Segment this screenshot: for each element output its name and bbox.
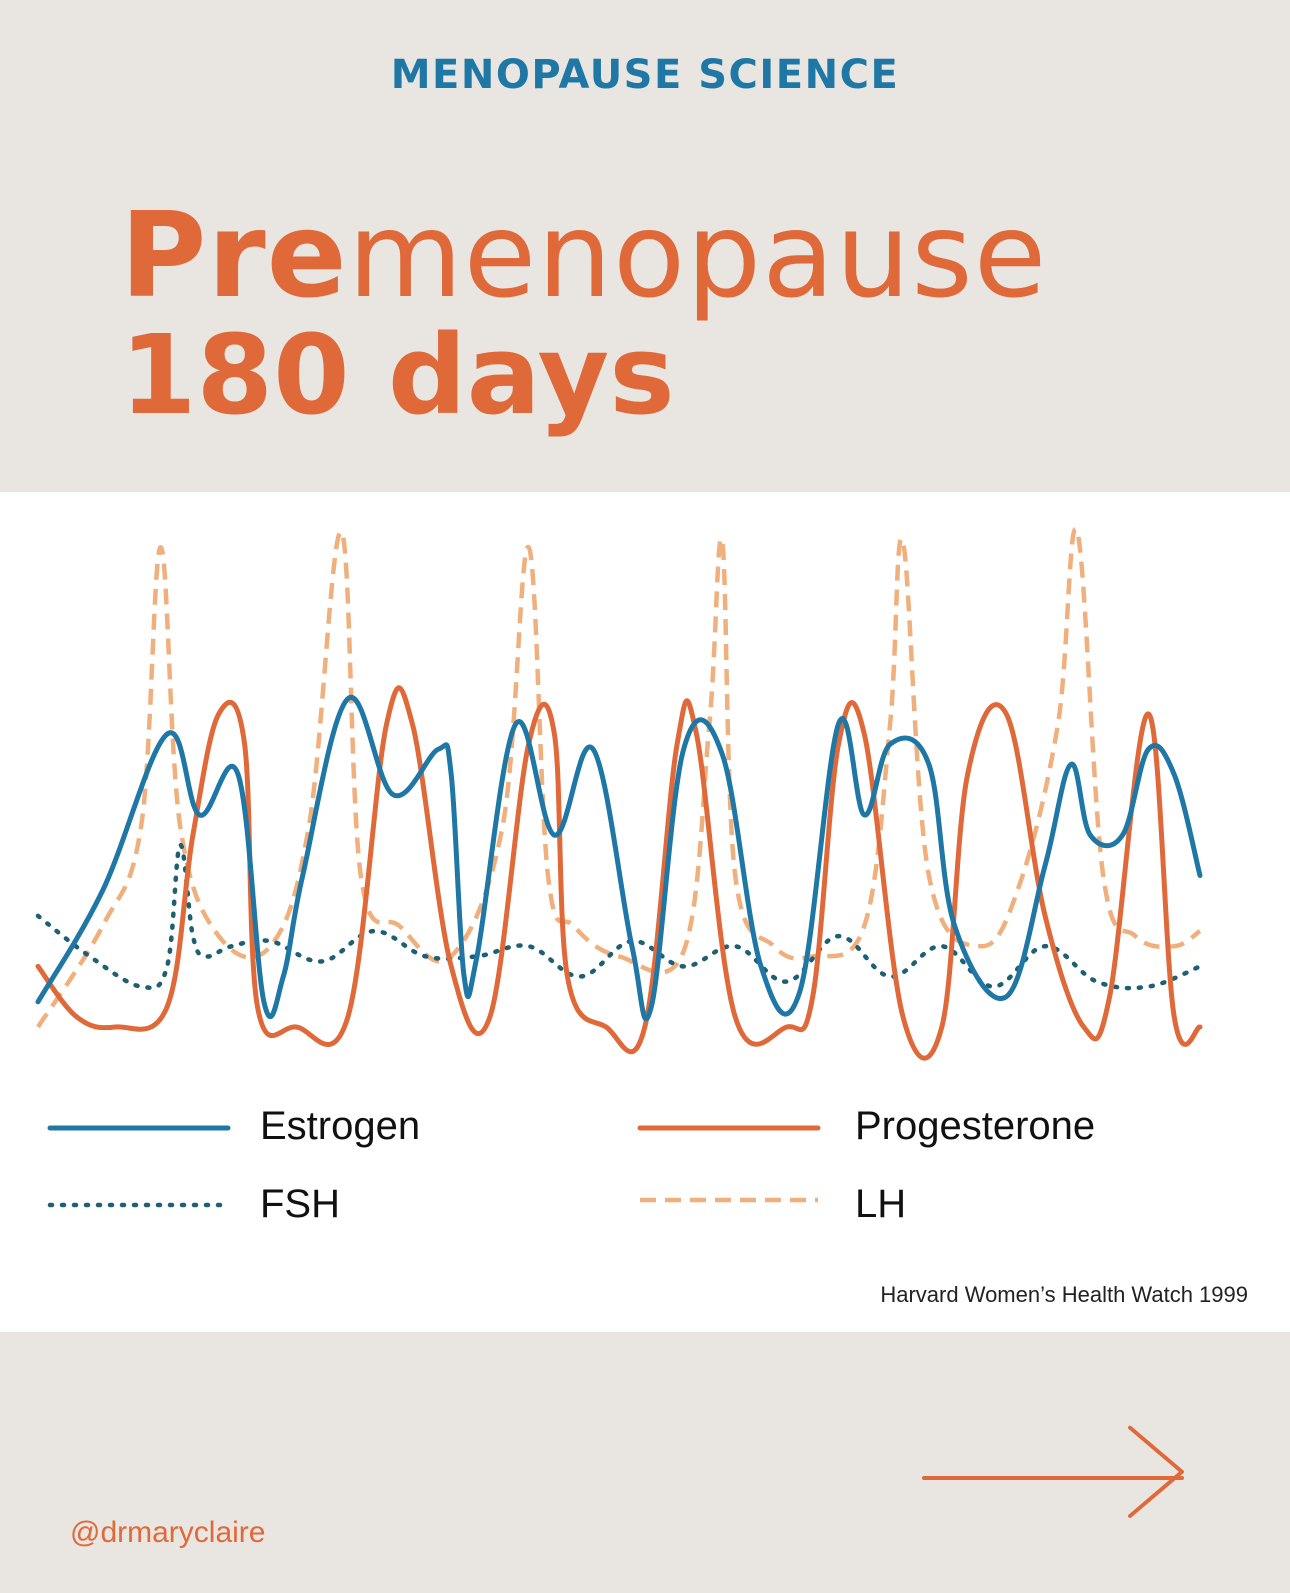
title-subtitle: 180 days <box>120 311 675 440</box>
legend-label-progesterone: Progesterone <box>855 1104 1096 1148</box>
title-bold-prefix: Pre <box>120 186 348 324</box>
section-kicker: MENOPAUSE SCIENCE <box>390 52 900 98</box>
arrow-right-icon[interactable] <box>920 1425 1190 1525</box>
hormone-chart <box>35 526 1203 1208</box>
chart-panel: Estrogen Progesterone FSH LH Harvard Wom… <box>0 492 1290 1332</box>
title-line: Premenopause <box>120 195 1047 315</box>
series-line-progesterone <box>35 685 1203 1061</box>
legend-label-lh: LH <box>855 1182 907 1226</box>
legend-label-fsh: FSH <box>260 1182 340 1226</box>
series-line-estrogen <box>35 694 1203 1022</box>
source-citation: Harvard Women’s Health Watch 1999 <box>880 1282 1248 1307</box>
legend-label-estrogen: Estrogen <box>260 1104 421 1148</box>
series-line-lh <box>36 526 1202 1029</box>
author-handle: @drmaryclaire <box>70 1516 266 1549</box>
page-title: Premenopause 180 days <box>120 195 1047 432</box>
title-rest: menopause <box>347 186 1048 324</box>
